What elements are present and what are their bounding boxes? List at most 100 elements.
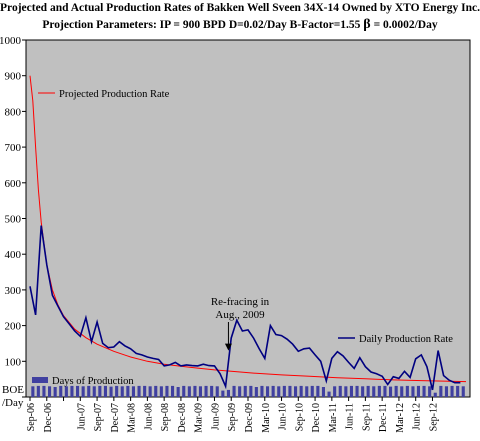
days-of-production-bar <box>171 385 175 397</box>
days-of-production-bar <box>243 385 247 397</box>
x-tick-label: Dec-08 <box>177 403 188 432</box>
x-tick-label: Jun-08 <box>143 403 154 430</box>
y-tick-label: 900 <box>5 71 22 83</box>
days-of-production-bar <box>137 385 141 397</box>
y-axis-label: BOE <box>2 384 24 396</box>
days-of-production-bar <box>59 385 63 397</box>
days-of-production-bar <box>238 386 242 397</box>
days-of-production-bar <box>271 385 275 397</box>
legends: Projected Production Rate Daily Productio… <box>32 89 453 387</box>
days-of-production-bar <box>338 385 342 397</box>
y-tick-label: 700 <box>5 142 22 154</box>
days-of-production-bar <box>355 385 359 397</box>
days-of-production-bar <box>120 386 124 397</box>
x-tick-label: Sep-08 <box>160 403 171 431</box>
x-tick-label: Sep-12 <box>429 403 440 431</box>
annotation-arrow-head <box>224 343 232 351</box>
y-tick-label: 100 <box>5 356 22 368</box>
days-of-production-bars <box>31 385 465 397</box>
days-of-production-bar <box>266 386 270 397</box>
days-of-production-bar <box>154 385 158 397</box>
x-tick-label: Dec-11 <box>378 403 389 432</box>
days-of-production-bar <box>115 385 119 397</box>
days-of-production-bar <box>377 385 381 397</box>
x-tick-label: Sep-06 <box>26 403 37 431</box>
days-of-production-bar <box>143 385 147 397</box>
days-of-production-bar <box>31 386 35 397</box>
days-of-production-bar <box>282 385 286 397</box>
days-of-production-bar <box>416 385 420 397</box>
days-of-production-bar <box>176 387 180 397</box>
days-of-production-bar <box>48 386 52 397</box>
x-tick-label: Dec-10 <box>311 403 322 432</box>
x-tick-label: Sep-09 <box>227 403 238 431</box>
days-of-production-bar <box>422 385 426 397</box>
days-of-production-bar <box>76 385 80 397</box>
days-of-production-bar <box>64 386 68 397</box>
days-of-production-bar <box>305 386 309 397</box>
y-tick-label: 600 <box>5 178 22 190</box>
x-tick-label: Sep-10 <box>294 403 305 431</box>
days-of-production-bar <box>36 385 40 397</box>
days-of-production-bar <box>294 386 298 397</box>
days-of-production-bar <box>450 385 454 397</box>
days-of-production-bar <box>405 385 409 397</box>
x-tick-label: Dec-09 <box>244 403 255 432</box>
days-of-production-bar <box>126 385 130 397</box>
days-of-production-bar <box>70 385 74 397</box>
x-tick-label: Mar-10 <box>261 403 272 433</box>
days-of-production-bar <box>299 385 303 397</box>
x-tick-label: Dec-07 <box>110 403 121 432</box>
days-of-production-bar <box>456 385 460 397</box>
y-tick-label: 200 <box>5 321 22 333</box>
days-of-production-bar <box>321 387 325 397</box>
annotation-line-2: Aug., 2009 <box>215 309 265 321</box>
days-of-production-bar <box>428 386 432 397</box>
annotation-line-1: Re-fracing in <box>211 296 270 308</box>
days-of-production-bar <box>277 386 281 397</box>
days-of-production-bar <box>42 385 46 397</box>
days-of-production-bar <box>159 386 163 397</box>
subtitle-prefix: Projection Parameters: IP = 900 BPD D=0.… <box>42 19 361 31</box>
y-tick-label: 400 <box>5 249 22 261</box>
days-of-production-bar <box>204 385 208 397</box>
legend-label-projected: Projected Production Rate <box>59 89 170 100</box>
days-of-production-bar <box>310 385 314 397</box>
days-of-production-bar <box>53 387 57 397</box>
days-of-production-bar <box>349 385 353 397</box>
days-of-production-bar <box>361 386 365 397</box>
days-of-production-bar <box>131 386 135 397</box>
days-of-production-bar <box>193 385 197 397</box>
days-of-production-bar <box>215 386 219 397</box>
days-of-production-bar <box>433 392 437 397</box>
days-of-production-bar <box>439 385 443 397</box>
days-of-production-bar <box>182 385 186 397</box>
legend-label-daily: Daily Production Rate <box>359 334 453 345</box>
days-of-production-bar <box>372 386 376 397</box>
x-tick-label: Mar-12 <box>395 403 406 433</box>
days-of-production-bar <box>389 386 393 397</box>
x-tick-label: Jun-09 <box>211 403 222 430</box>
days-of-production-bar <box>366 385 370 397</box>
daily-production-line <box>29 225 461 391</box>
subtitle-suffix: = 0.0002/Day <box>373 19 438 31</box>
legend-label-days: Days of Production <box>52 376 134 387</box>
days-of-production-bar <box>327 391 331 397</box>
days-of-production-bar <box>221 390 225 397</box>
x-tick-label: Jun-07 <box>76 403 87 430</box>
days-of-production-bar <box>232 385 236 397</box>
days-of-production-bar <box>92 386 96 397</box>
x-tick-label: Sep-07 <box>93 403 104 431</box>
days-of-production-bar <box>383 385 387 397</box>
days-of-production-bar <box>103 385 107 397</box>
days-of-production-bar <box>254 387 258 397</box>
days-of-production-bar <box>198 386 202 397</box>
days-of-production-bar <box>444 386 448 397</box>
y-tick-label: 300 <box>5 285 22 297</box>
plot-area <box>25 39 471 398</box>
legend-swatch-days <box>32 377 48 383</box>
days-of-production-bar <box>98 385 102 397</box>
x-tick-label: Jun-12 <box>412 403 423 430</box>
